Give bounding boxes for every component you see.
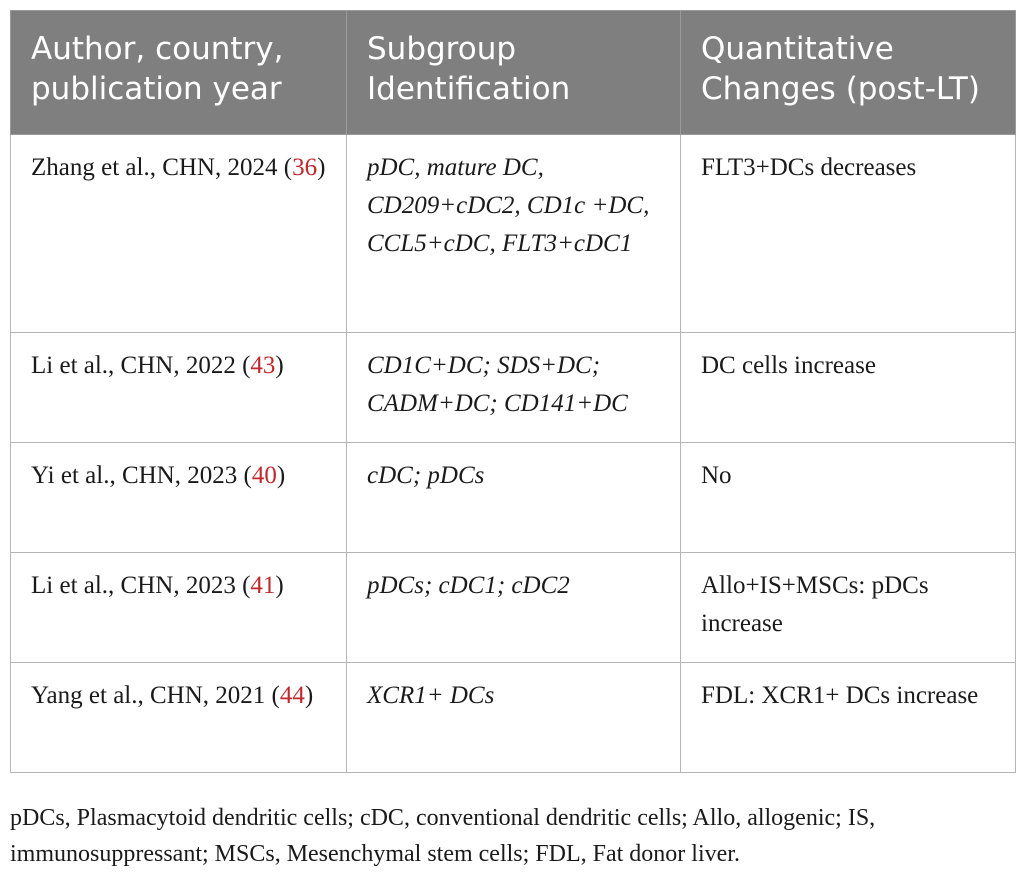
table-row: Li et al., CHN, 2022 (43) CD1C+DC; SDS+D… <box>10 332 1016 443</box>
author-cell: Yi et al., CHN, 2023 (40) <box>10 442 347 553</box>
dendritic-cell-subgroup-table: Author, country, publication year Subgro… <box>10 10 1016 773</box>
reference-link[interactable]: 41 <box>250 572 276 599</box>
subgroup-cell: CD1C+DC; SDS+DC; CADM+DC; CD141+DC <box>346 332 681 443</box>
header-author: Author, country, publication year <box>10 10 347 135</box>
subgroup-cell: pDC, mature DC, CD209+cDC2, CD1c +DC, CC… <box>346 134 681 333</box>
author-cell: Li et al., CHN, 2022 (43) <box>10 332 347 443</box>
table-row: Yang et al., CHN, 2021 (44) XCR1+ DCs FD… <box>10 662 1016 773</box>
change-cell: Allo+IS+MSCs: pDCs increase <box>680 552 1016 663</box>
author-cell: Zhang et al., CHN, 2024 (36) <box>10 134 347 333</box>
reference-link[interactable]: 40 <box>251 462 277 489</box>
table-row: Li et al., CHN, 2023 (41) pDCs; cDC1; cD… <box>10 552 1016 663</box>
subgroup-cell: pDCs; cDC1; cDC2 <box>346 552 681 663</box>
reference-link[interactable]: 36 <box>292 154 318 181</box>
change-cell: No <box>680 442 1016 553</box>
header-subgroup: Subgroup Identification <box>346 10 681 135</box>
author-text: Li et al., CHN, 2023 ( <box>31 572 251 599</box>
author-close-paren: ) <box>317 154 326 181</box>
author-text: Yi et al., CHN, 2023 ( <box>31 462 252 489</box>
author-cell: Li et al., CHN, 2023 (41) <box>10 552 347 663</box>
author-text: Zhang et al., CHN, 2024 ( <box>31 154 293 181</box>
dendritic-cell-table-container: Author, country, publication year Subgro… <box>10 10 1016 773</box>
table-row: Zhang et al., CHN, 2024 (36) pDC, mature… <box>10 134 1016 333</box>
reference-link[interactable]: 44 <box>279 682 305 709</box>
subgroup-cell: XCR1+ DCs <box>346 662 681 773</box>
author-close-paren: ) <box>275 352 284 379</box>
table-footnote: pDCs, Plasmacytoid dendritic cells; cDC,… <box>10 805 876 867</box>
change-cell: DC cells increase <box>680 332 1016 443</box>
subgroup-cell: cDC; pDCs <box>346 442 681 553</box>
author-text: Yang et al., CHN, 2021 ( <box>31 682 280 709</box>
author-close-paren: ) <box>276 462 286 489</box>
reference-link[interactable]: 43 <box>250 352 276 379</box>
author-text: Li et al., CHN, 2022 ( <box>31 352 251 379</box>
header-quantitative-changes: Quantitative Changes (post-LT) <box>680 10 1016 135</box>
change-cell: FDL: XCR1+ DCs increase <box>680 662 1016 773</box>
table-row: Yi et al., CHN, 2023 (40) cDC; pDCs No <box>10 442 1016 553</box>
author-close-paren: ) <box>304 682 314 709</box>
author-close-paren: ) <box>275 572 284 599</box>
change-cell: FLT3+DCs decreases <box>680 134 1016 333</box>
author-cell: Yang et al., CHN, 2021 (44) <box>10 662 347 773</box>
table-header-row: Author, country, publication year Subgro… <box>10 10 1016 135</box>
